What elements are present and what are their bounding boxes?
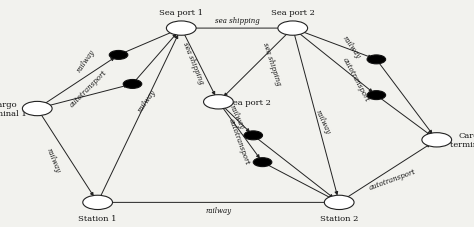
Circle shape <box>22 102 52 116</box>
Text: Cargo
terminal 2: Cargo terminal 2 <box>450 132 474 149</box>
Circle shape <box>244 131 263 140</box>
Circle shape <box>367 56 386 64</box>
Text: railway: railway <box>75 48 97 74</box>
Text: sea shipping: sea shipping <box>181 41 205 86</box>
Circle shape <box>253 158 272 167</box>
Circle shape <box>203 95 233 109</box>
Text: Station 2: Station 2 <box>320 214 358 222</box>
Text: railway: railway <box>228 103 246 130</box>
Circle shape <box>166 22 196 36</box>
Text: autotransport: autotransport <box>368 167 417 191</box>
Circle shape <box>123 80 142 89</box>
Text: Sea port 1: Sea port 1 <box>159 9 203 17</box>
Text: railway: railway <box>314 108 332 135</box>
Circle shape <box>278 22 308 36</box>
Text: Station 1: Station 1 <box>78 214 117 222</box>
Text: autotransport: autotransport <box>227 117 252 166</box>
Text: Cargo
terminal 1: Cargo terminal 1 <box>0 101 27 118</box>
Text: autotransport: autotransport <box>68 68 109 108</box>
Text: autotransport: autotransport <box>340 56 371 103</box>
Text: railway: railway <box>45 147 62 174</box>
Circle shape <box>109 51 128 60</box>
Circle shape <box>422 133 452 147</box>
Text: railway: railway <box>205 206 231 214</box>
Circle shape <box>324 195 354 210</box>
Circle shape <box>367 91 386 100</box>
Circle shape <box>83 195 112 210</box>
Text: Sea port 2: Sea port 2 <box>227 98 271 106</box>
Text: sea shipping: sea shipping <box>261 41 283 86</box>
Text: railway: railway <box>340 34 362 60</box>
Text: railway: railway <box>136 87 157 113</box>
Text: sea shipping: sea shipping <box>215 17 259 25</box>
Text: Sea port 2: Sea port 2 <box>271 9 315 17</box>
